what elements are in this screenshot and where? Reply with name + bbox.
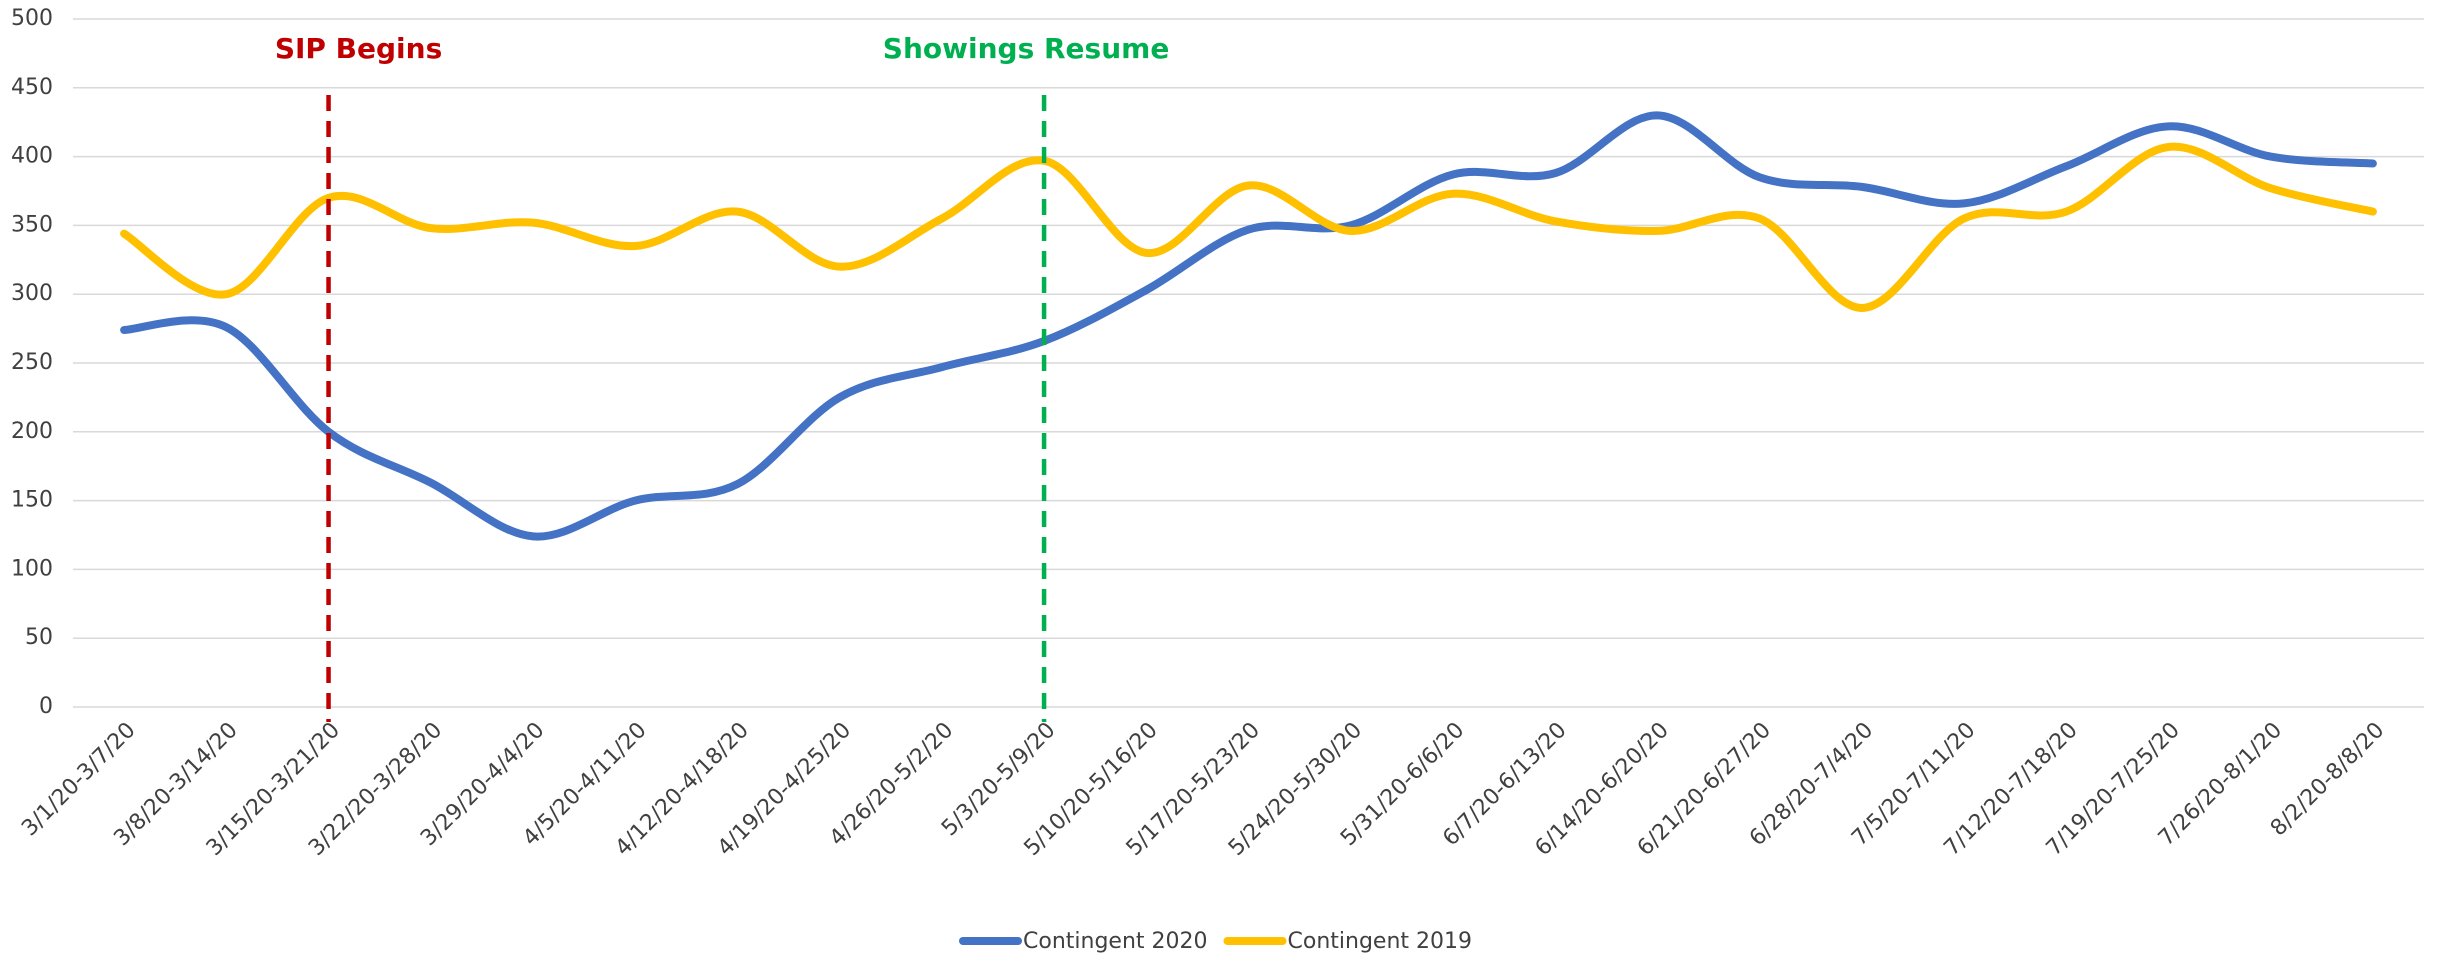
y-tick-label: 100 xyxy=(11,556,53,581)
y-tick-label: 400 xyxy=(11,144,53,169)
annotation-label: Showings Resume xyxy=(883,32,1170,65)
y-tick-label: 250 xyxy=(11,350,53,375)
y-tick-label: 0 xyxy=(39,694,53,719)
y-tick-label: 50 xyxy=(25,625,53,650)
series-line xyxy=(120,142,2377,312)
y-tick-label: 500 xyxy=(11,6,53,31)
annotation-label: SIP Begins xyxy=(275,32,442,65)
legend-label: Contingent 2019 xyxy=(1288,929,1473,954)
y-tick-label: 150 xyxy=(11,488,53,513)
y-tick-label: 450 xyxy=(11,75,53,100)
series-line xyxy=(120,111,2377,541)
legend-label: Contingent 2020 xyxy=(1023,929,1208,954)
y-tick-label: 200 xyxy=(11,419,53,444)
y-tick-label: 300 xyxy=(11,281,53,306)
y-tick-label: 350 xyxy=(11,212,53,237)
